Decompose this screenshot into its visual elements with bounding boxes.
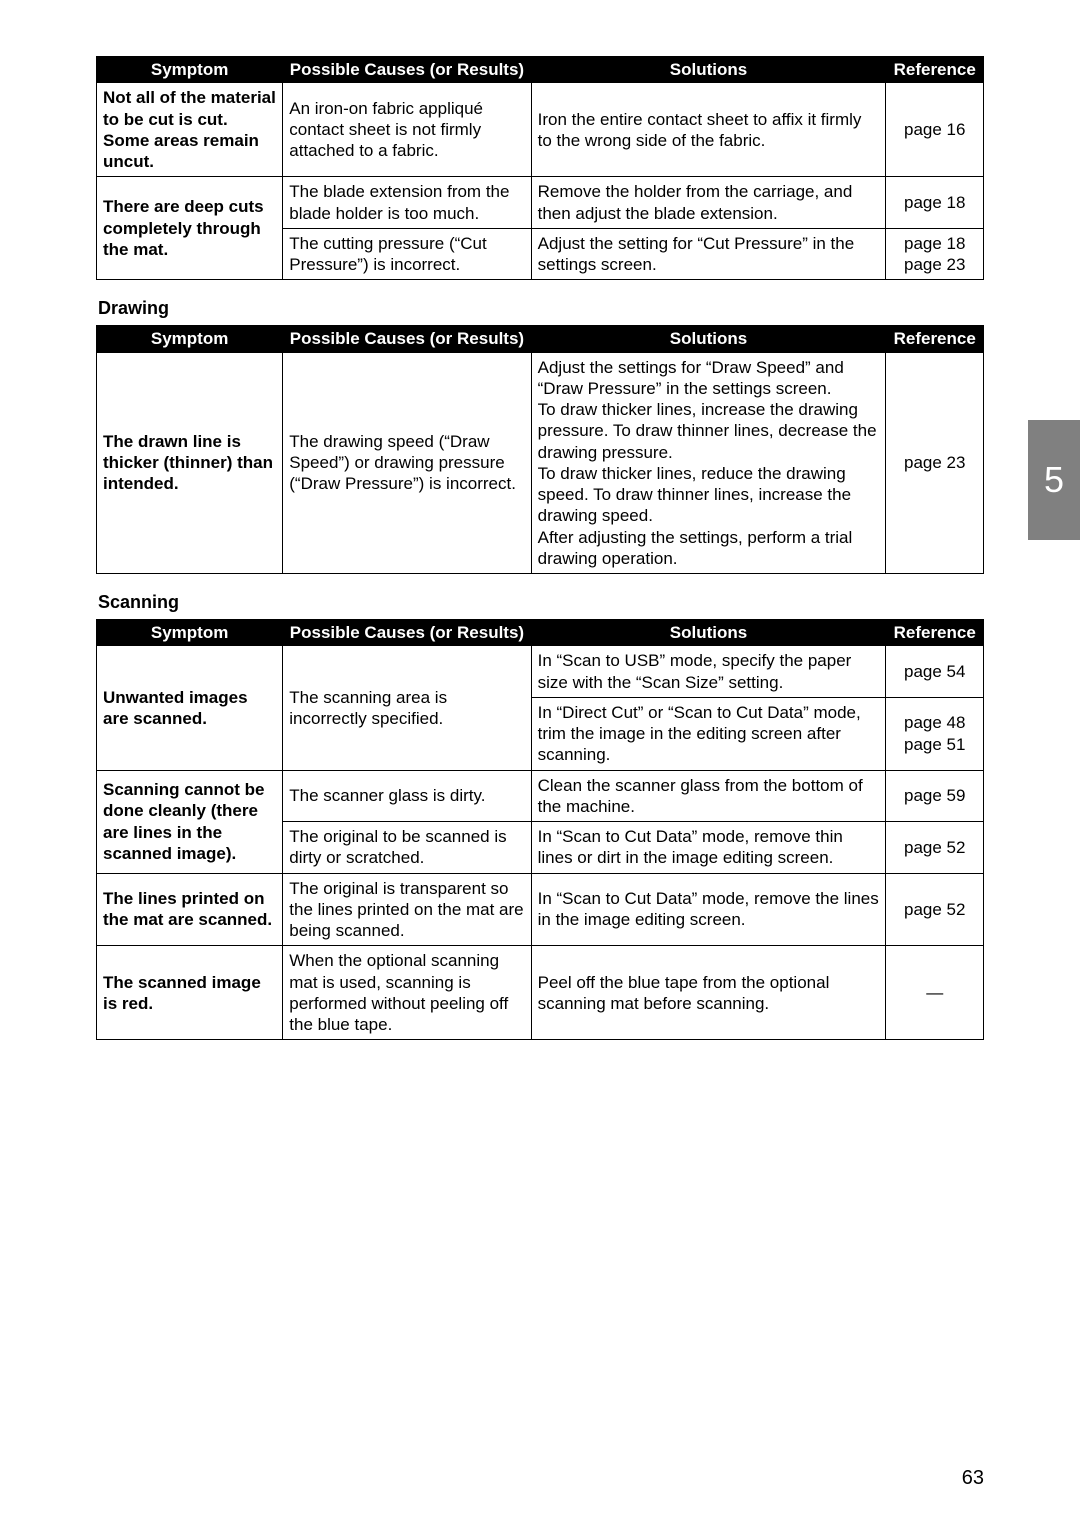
cell-cause: When the optional scanning mat is used, … [283,946,531,1040]
cell-reference: page 18page 23 [886,228,984,280]
cell-symptom: Scanning cannot be done cleanly (there a… [97,770,283,873]
cell-cause: The blade extension from the blade holde… [283,177,531,229]
table-row: There are deep cuts completely through t… [97,177,984,229]
cell-reference: page 16 [886,83,984,177]
th-solution: Solutions [531,620,886,646]
cell-cause: The scanner glass is dirty. [283,770,531,822]
cell-solution: Clean the scanner glass from the bottom … [531,770,886,822]
chapter-number: 5 [1044,459,1064,501]
drawing-table: Symptom Possible Causes (or Results) Sol… [96,325,984,574]
cell-solution: Peel off the blue tape from the optional… [531,946,886,1040]
cell-reference: page 23 [886,352,984,574]
th-solution: Solutions [531,57,886,83]
table-row: The scanned image is red. When the optio… [97,946,984,1040]
cell-solution: Adjust the settings for “Draw Speed” and… [531,352,886,574]
page-number: 63 [962,1467,984,1490]
cell-reference: page 48page 51 [886,697,984,770]
th-cause: Possible Causes (or Results) [283,57,531,83]
cell-symptom: Unwanted images are scanned. [97,646,283,770]
cell-reference: page 52 [886,822,984,874]
scanning-table: Symptom Possible Causes (or Results) Sol… [96,619,984,1040]
cell-cause: The scanning area is incorrectly specifi… [283,646,531,770]
table-row: The drawn line is thicker (thinner) than… [97,352,984,574]
cell-reference: page 52 [886,873,984,946]
cell-solution: In “Scan to USB” mode, specify the paper… [531,646,886,698]
cell-solution: In “Direct Cut” or “Scan to Cut Data” mo… [531,697,886,770]
th-cause: Possible Causes (or Results) [283,326,531,352]
cell-symptom: There are deep cuts completely through t… [97,177,283,280]
cell-solution: Remove the holder from the carriage, and… [531,177,886,229]
cell-cause: The original to be scanned is dirty or s… [283,822,531,874]
th-symptom: Symptom [97,620,283,646]
cell-solution: Iron the entire contact sheet to affix i… [531,83,886,177]
cell-solution: Adjust the setting for “Cut Pressure” in… [531,228,886,280]
th-reference: Reference [886,57,984,83]
cell-cause: The cutting pressure (“Cut Pressure”) is… [283,228,531,280]
cell-reference: page 54 [886,646,984,698]
section-title-scanning: Scanning [98,592,984,613]
th-reference: Reference [886,326,984,352]
table-row: The lines printed on the mat are scanned… [97,873,984,946]
th-symptom: Symptom [97,326,283,352]
th-symptom: Symptom [97,57,283,83]
table-row: Unwanted images are scanned. The scannin… [97,646,984,698]
th-solution: Solutions [531,326,886,352]
page: 5 Symptom Possible Causes (or Results) S… [0,0,1080,1526]
cell-reference: page 18 [886,177,984,229]
table-header-row: Symptom Possible Causes (or Results) Sol… [97,57,984,83]
cell-reference: page 59 [886,770,984,822]
table-header-row: Symptom Possible Causes (or Results) Sol… [97,620,984,646]
cell-reference: — [886,946,984,1040]
cell-solution: In “Scan to Cut Data” mode, remove the l… [531,873,886,946]
section-title-drawing: Drawing [98,298,984,319]
table-row: Scanning cannot be done cleanly (there a… [97,770,984,822]
table-header-row: Symptom Possible Causes (or Results) Sol… [97,326,984,352]
cutting-table: Symptom Possible Causes (or Results) Sol… [96,56,984,280]
cell-cause: The original is transparent so the lines… [283,873,531,946]
th-cause: Possible Causes (or Results) [283,620,531,646]
cell-symptom: The scanned image is red. [97,946,283,1040]
cell-cause: The drawing speed (“Draw Speed”) or draw… [283,352,531,574]
th-reference: Reference [886,620,984,646]
cell-symptom: Not all of the material to be cut is cut… [97,83,283,177]
table-row: Not all of the material to be cut is cut… [97,83,984,177]
chapter-tab: 5 [1028,420,1080,540]
cell-symptom: The lines printed on the mat are scanned… [97,873,283,946]
cell-solution: In “Scan to Cut Data” mode, remove thin … [531,822,886,874]
cell-cause: An iron-on fabric appliqué contact sheet… [283,83,531,177]
cell-symptom: The drawn line is thicker (thinner) than… [97,352,283,574]
